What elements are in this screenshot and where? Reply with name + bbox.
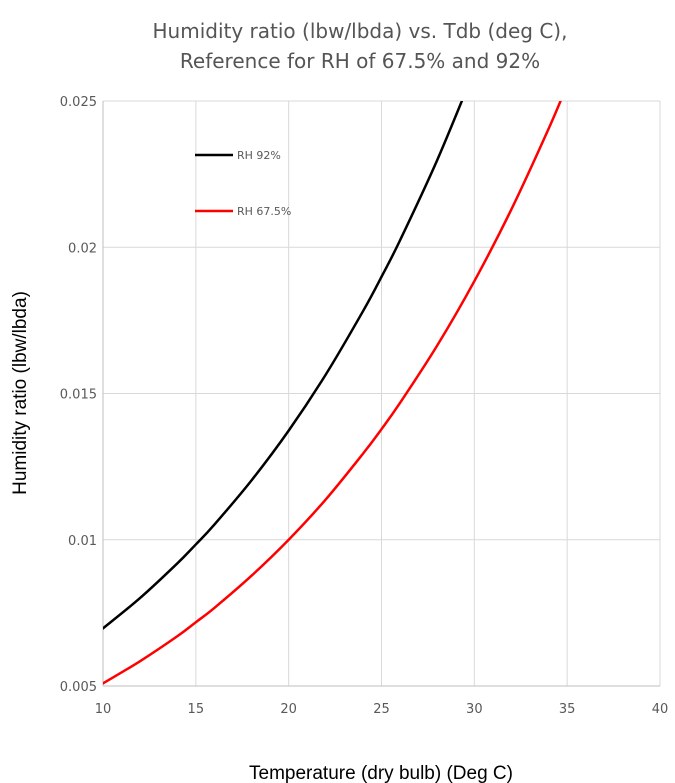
legend: RH 92% RH 67.5% bbox=[195, 149, 291, 218]
x-tick-label-4: 30 bbox=[466, 702, 483, 717]
series-group bbox=[103, 101, 562, 685]
x-tick-label-0: 10 bbox=[95, 702, 112, 717]
legend-label-0: RH 92% bbox=[237, 149, 281, 162]
legend-label-1: RH 67.5% bbox=[237, 205, 291, 218]
y-tick-label-1: 0.01 bbox=[68, 534, 97, 549]
grid bbox=[103, 100, 661, 686]
y-tick-label-4: 0.025 bbox=[60, 95, 97, 110]
x-tick-label-1: 15 bbox=[188, 702, 205, 717]
y-tick-label-2: 0.015 bbox=[60, 388, 97, 403]
x-axis-label: Temperature (dry bulb) (Deg C) bbox=[249, 763, 513, 783]
tick-labels: 10 15 20 25 30 35 40 0.005 0.01 0.015 0.02 0.025 bbox=[60, 95, 668, 717]
x-tick-label-2: 20 bbox=[280, 702, 297, 717]
axes bbox=[102, 101, 660, 687]
chart-title: Humidity ratio (lbw/lbda) vs. Tdb (deg C… bbox=[153, 19, 568, 43]
series-line-0 bbox=[103, 101, 464, 630]
x-tick-label-5: 35 bbox=[559, 702, 576, 717]
x-tick-label-6: 40 bbox=[652, 702, 669, 717]
x-tick-label-3: 25 bbox=[373, 702, 390, 717]
y-tick-label-0: 0.005 bbox=[60, 680, 97, 695]
y-tick-label-3: 0.02 bbox=[68, 241, 97, 256]
chart-subtitle: Reference for RH of 67.5% and 92% bbox=[180, 49, 540, 73]
series-line-1 bbox=[103, 101, 562, 685]
y-axis-label: Humidity ratio (lbw/lbda) bbox=[10, 291, 31, 495]
